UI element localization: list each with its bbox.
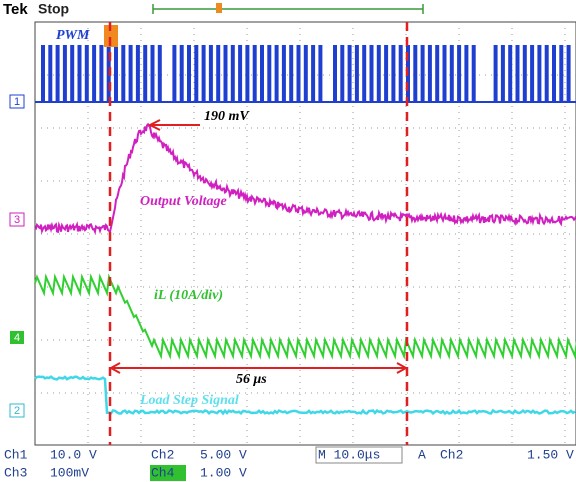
channel-marker: 2 xyxy=(14,405,20,417)
status-text: Ch3 xyxy=(4,465,27,480)
run-state: Stop xyxy=(38,1,69,17)
pwm-trace xyxy=(35,46,576,102)
channel-marker: 4 xyxy=(14,332,20,344)
status-text: Ch2 xyxy=(440,447,463,462)
time-label: 56 μs xyxy=(236,372,267,387)
status-text: Ch2 xyxy=(151,447,174,462)
status-text: 100mV xyxy=(50,465,89,480)
status-text: Ch4 xyxy=(151,465,175,480)
peak-label: 190 mV xyxy=(204,109,250,124)
scope-screen: Tek Stop PWM 190 mV Output Voltage iL (1… xyxy=(0,0,576,482)
channel-marker: 3 xyxy=(14,214,20,226)
status-text: A xyxy=(418,447,426,462)
status-text: 1.00 V xyxy=(200,465,247,480)
channel-marker: 1 xyxy=(14,96,20,108)
inductor-label: iL (10A/div) xyxy=(154,288,223,303)
load-label: Load Step Signal xyxy=(139,393,239,408)
status-text: 10.0 V xyxy=(50,447,97,462)
pwm-label: PWM xyxy=(56,28,90,43)
status-text: 5.00 V xyxy=(200,447,247,462)
status-text: Ch1 xyxy=(4,447,28,462)
status-text: 1.50 V xyxy=(527,447,574,462)
trigger-position xyxy=(216,3,222,13)
output-label: Output Voltage xyxy=(140,194,227,209)
status-text: M 10.0μs xyxy=(318,447,380,462)
brand: Tek xyxy=(3,1,28,18)
